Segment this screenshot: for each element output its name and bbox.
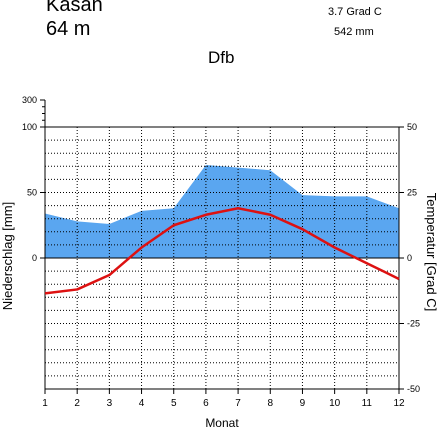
- mean-temperature: 3.7 Grad C: [328, 6, 382, 18]
- grid: [45, 127, 399, 389]
- precip-axis-label: Niederschlag [mm]: [0, 202, 15, 310]
- x-tick-label: 4: [139, 398, 145, 409]
- x-tick-label: 8: [267, 398, 273, 409]
- temp-tick-label: 25: [407, 188, 417, 198]
- station-elevation: 64 m: [46, 18, 91, 40]
- x-tick-label: 6: [203, 398, 209, 409]
- temp-tick-label: 50: [407, 122, 417, 132]
- x-axis-label: Monat: [205, 416, 239, 430]
- temp-tick-label: 0: [407, 253, 412, 263]
- x-tick-label: 7: [235, 398, 241, 409]
- x-tick-label: 5: [171, 398, 177, 409]
- x-tick-label: 9: [300, 398, 306, 409]
- precip-tick-label: 300: [22, 95, 37, 105]
- station-name: Kasan: [46, 0, 103, 16]
- x-tick-label: 2: [74, 398, 80, 409]
- precip-tick-label: 100: [22, 122, 37, 132]
- annual-precipitation: 542 mm: [334, 26, 374, 38]
- x-tick-label: 1: [42, 398, 48, 409]
- precip-tick-label: 0: [32, 253, 37, 263]
- temp-tick-label: -50: [407, 384, 420, 394]
- temp-axis-label: Temperatur [Grad C]: [424, 193, 439, 312]
- x-tick-label: 10: [329, 398, 341, 409]
- x-tick-label: 11: [362, 398, 373, 409]
- x-tick-label: 3: [107, 398, 113, 409]
- climate-classification: Dfb: [208, 48, 235, 67]
- temperature-line: [44, 206, 400, 295]
- precip-tick-label: 50: [27, 188, 37, 198]
- temp-tick-label: -25: [407, 319, 420, 329]
- x-tick-label: 12: [393, 398, 405, 409]
